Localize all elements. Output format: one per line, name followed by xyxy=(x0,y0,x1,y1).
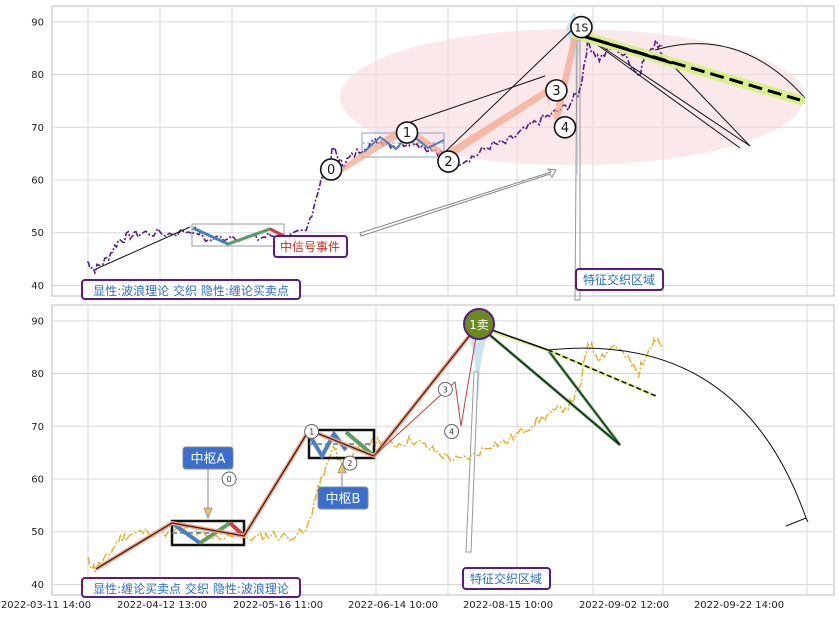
signal-event-box xyxy=(273,235,348,258)
wave-point-label: 3 xyxy=(443,385,448,394)
axes-frame xyxy=(51,304,835,596)
direction-arrow xyxy=(359,168,557,237)
projection-line xyxy=(477,324,621,446)
feature-zone-text: 特征交织区域 xyxy=(583,272,655,287)
pivot-b-label-box xyxy=(317,486,369,510)
wave-point-label: 2 xyxy=(347,459,352,468)
feature-spike xyxy=(566,12,583,175)
wave-point-marker xyxy=(437,381,453,397)
wave-point-marker xyxy=(437,150,460,173)
bottom-panel-content xyxy=(81,308,809,598)
y-tick-label: 90 xyxy=(31,17,44,28)
pivot-segment xyxy=(198,521,232,545)
pivot-b-arrowhead xyxy=(337,461,347,474)
wave-point-marker xyxy=(395,121,419,144)
sub-wave-line xyxy=(373,324,479,457)
feature-spike xyxy=(470,320,486,400)
y-tick-label: 50 xyxy=(31,228,44,239)
x-tick-label: 2022-06-14 10:00 xyxy=(348,600,438,611)
fan-line xyxy=(573,27,751,147)
wave-point-marker xyxy=(444,424,460,440)
feature-pointer xyxy=(465,371,479,553)
x-tick-label: 2022-03-11 14:00 xyxy=(1,600,91,611)
projection-dashed xyxy=(547,349,657,397)
x-tick-label: 2022-08-15 10:00 xyxy=(463,600,553,611)
legend-box xyxy=(81,577,301,598)
top-panel-content xyxy=(81,12,806,301)
wave-point-marker xyxy=(221,471,237,487)
x-tick-label: 2022-05-16 11:00 xyxy=(233,600,323,611)
y-tick-label: 60 xyxy=(31,176,44,187)
x-tick-label: 2022-09-02 12:00 xyxy=(579,600,669,611)
trend-line xyxy=(444,27,575,153)
wave-point-label: 4 xyxy=(449,428,454,437)
wave-point-marker xyxy=(553,115,577,139)
wave-point-label: 0 xyxy=(227,475,232,484)
pivot-a-arrowhead xyxy=(203,507,213,520)
projection-solid-line xyxy=(575,32,673,65)
wave-point-marker xyxy=(545,79,568,102)
wave-point-label: 1 xyxy=(403,126,411,141)
feature-zone-box xyxy=(462,567,551,590)
sell-point-marker xyxy=(463,308,495,340)
y-tick-label: 50 xyxy=(31,527,44,538)
trend-line xyxy=(404,75,546,125)
wave-point-label: 1 xyxy=(309,428,314,437)
pivot-segment xyxy=(170,521,202,545)
wave-point-label: 1S xyxy=(574,22,588,35)
wave-band xyxy=(343,28,580,172)
arc-end-mark xyxy=(785,517,809,527)
arc-projection xyxy=(654,43,806,99)
wave-point-marker xyxy=(304,424,320,440)
y-tick-label: 90 xyxy=(31,316,44,327)
pivot-a-label-box xyxy=(182,446,234,470)
y-tick-label: 80 xyxy=(31,70,44,81)
y-tick-label: 40 xyxy=(31,281,44,292)
wave-point-label: 3 xyxy=(552,84,560,99)
y-tick-label: 60 xyxy=(31,475,44,486)
x-tick-label: 2022-04-12 13:00 xyxy=(117,600,207,611)
pivot-zigzag-up xyxy=(227,227,271,246)
legend-box xyxy=(81,279,301,300)
arc-projection xyxy=(547,347,807,519)
pivot-a-label: 中枢A xyxy=(191,452,226,467)
legend-text: 显性:缠论买卖点 交织 隐性:波浪理论 xyxy=(93,581,289,596)
wave-point-marker xyxy=(342,455,358,471)
legend-text: 显性:波浪理论 交织 隐性:缠论买卖点 xyxy=(93,283,289,298)
pivot-zigzag-down xyxy=(269,227,285,238)
price-series-line xyxy=(86,38,663,274)
signal-event-text: 中信号事件 xyxy=(280,239,340,254)
wave-point-label: 4 xyxy=(561,121,569,136)
y-tick-label: 70 xyxy=(31,123,44,134)
wave-point-label: 2 xyxy=(444,155,452,170)
feature-zone-box xyxy=(575,268,664,291)
panel-2 xyxy=(51,304,835,596)
pivot-b-label: 中枢B xyxy=(326,492,361,507)
feature-zone-text: 特征交织区域 xyxy=(470,571,542,586)
wave-point-label: 0 xyxy=(327,163,335,178)
trend-line xyxy=(95,226,191,270)
sell-point-label: 1卖 xyxy=(469,318,489,332)
y-tick-label: 70 xyxy=(31,422,44,433)
wave-point-marker xyxy=(570,15,593,39)
y-tick-label: 80 xyxy=(31,369,44,380)
x-tick-label: 2022-09-22 14:00 xyxy=(694,600,784,611)
wave-point-marker xyxy=(319,158,343,181)
y-tick-label: 40 xyxy=(31,580,44,591)
fan-line xyxy=(573,27,741,149)
